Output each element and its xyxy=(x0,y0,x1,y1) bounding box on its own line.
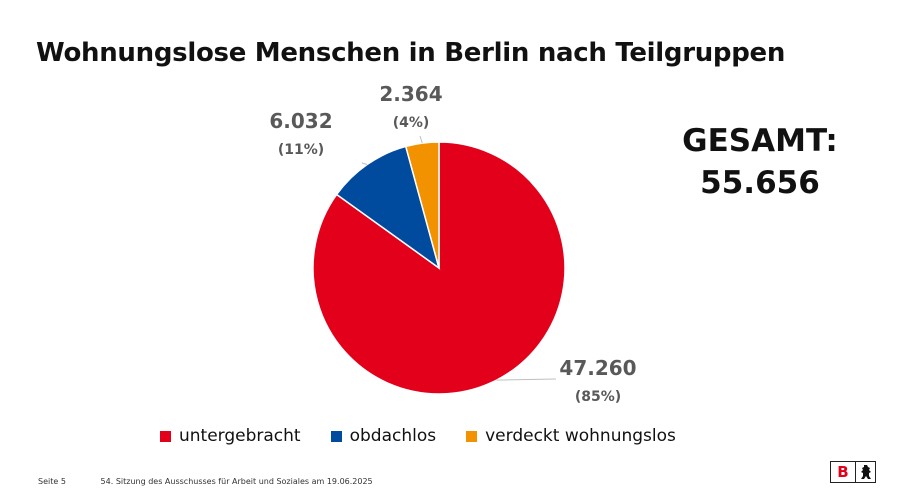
total-value: 55.656 xyxy=(700,165,820,201)
value-label-obdachlos: 6.032 xyxy=(269,109,332,133)
footer: Seite 5 54. Sitzung des Ausschusses für … xyxy=(38,477,373,486)
value-label-verdeckt: 2.364 xyxy=(379,82,442,106)
legend-label-obdachlos: obdachlos xyxy=(349,426,437,446)
legend-item-verdeckt: verdeckt wohnungslos xyxy=(466,426,676,446)
leader-line-verdeckt xyxy=(419,135,423,144)
legend-item-obdachlos: obdachlos xyxy=(330,426,437,446)
total-label: GESAMT: xyxy=(682,123,838,159)
legend-label-verdeckt: verdeckt wohnungslos xyxy=(485,426,676,446)
percent-label-obdachlos: (11%) xyxy=(278,142,324,158)
page-number: Seite 5 xyxy=(38,477,66,486)
berlin-logo: B xyxy=(830,461,876,483)
footer-text: 54. Sitzung des Ausschusses für Arbeit u… xyxy=(100,477,373,486)
legend-swatch-untergebracht xyxy=(160,430,171,442)
value-label-untergebracht: 47.260 xyxy=(559,356,636,380)
pie-slice-verdeckt xyxy=(404,141,440,269)
percent-label-untergebracht: (85%) xyxy=(575,389,621,405)
legend-label-untergebracht: untergebracht xyxy=(179,426,301,446)
legend-swatch-verdeckt xyxy=(466,430,478,442)
leader-line-obdachlos xyxy=(361,162,368,166)
percent-label-verdeckt: (4%) xyxy=(393,115,430,131)
legend-item-untergebracht: untergebracht xyxy=(160,426,301,446)
logo-letter: B xyxy=(831,462,856,482)
bear-icon xyxy=(856,462,875,482)
total-box: GESAMT: 55.656 xyxy=(668,120,852,204)
legend-swatch-obdachlos xyxy=(330,430,342,442)
legend: untergebracht obdachlos verdeckt wohnung… xyxy=(160,426,676,446)
leader-line-untergebracht xyxy=(496,378,557,381)
chart-title: Wohnungslose Menschen in Berlin nach Tei… xyxy=(36,38,786,68)
